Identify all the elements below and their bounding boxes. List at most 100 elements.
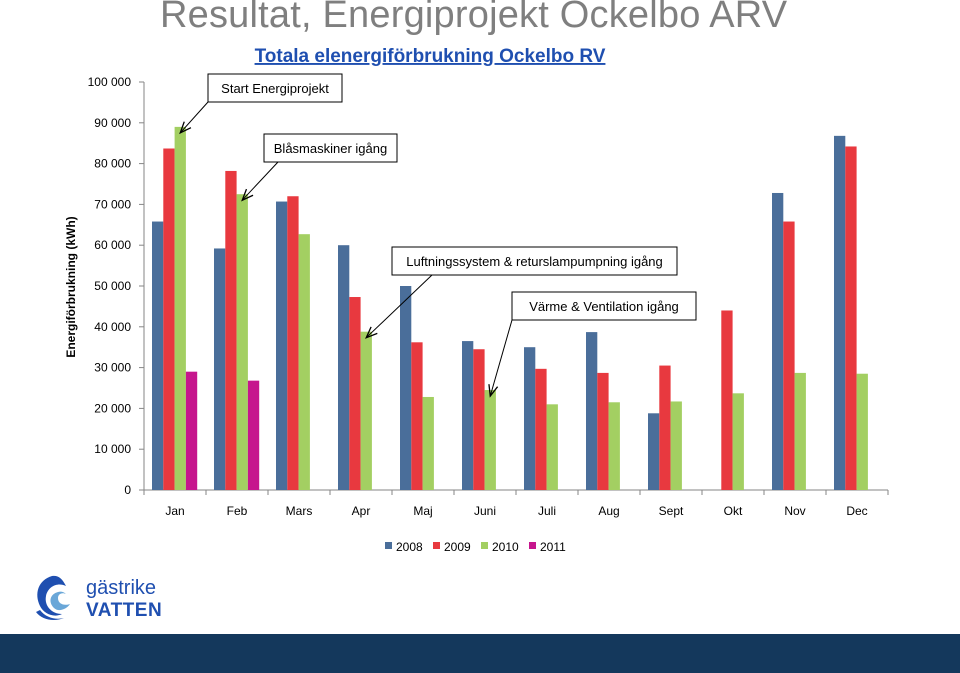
y-tick-label: 90 000 bbox=[94, 116, 131, 130]
legend-swatch-2011 bbox=[529, 542, 536, 549]
bar-2009-Feb bbox=[225, 170, 237, 490]
x-tick-label: Juli bbox=[538, 504, 556, 518]
annotation-callout: Blåsmaskiner igång bbox=[241, 133, 398, 202]
chart-axes bbox=[139, 81, 889, 495]
y-tick-label: 70 000 bbox=[94, 197, 131, 211]
legend-swatch-2010 bbox=[481, 542, 488, 549]
annotation-arrowhead bbox=[488, 384, 499, 398]
bar-2009-Dec bbox=[845, 146, 857, 491]
gastrike-vatten-logo: gästrike VATTEN bbox=[36, 575, 162, 621]
bar-2008-Nov bbox=[772, 192, 784, 490]
bar-2008-Mars bbox=[276, 201, 288, 490]
x-tick-label: Maj bbox=[413, 504, 432, 518]
bar-2010-Aug bbox=[608, 402, 620, 490]
annotation-text: Blåsmaskiner igång bbox=[274, 141, 387, 156]
bar-2010-Juli bbox=[546, 404, 558, 490]
bar-2009-Juli bbox=[535, 368, 547, 490]
chart-title: Totala elenergiförbrukning Ockelbo RV bbox=[255, 46, 606, 67]
bar-2009-Okt bbox=[721, 310, 733, 490]
bar-2008-Aug bbox=[586, 332, 598, 490]
legend-swatch-2009 bbox=[433, 542, 440, 549]
annotation-arrowhead bbox=[365, 326, 378, 339]
bar-2008-Feb bbox=[214, 248, 226, 490]
x-tick-label: Apr bbox=[352, 504, 371, 518]
x-tick-label: Mars bbox=[286, 504, 313, 518]
bar-2008-Dec bbox=[834, 135, 846, 490]
annotation-callout: Värme & Ventilation igång bbox=[488, 291, 697, 398]
bar-2009-Aug bbox=[597, 372, 609, 490]
x-tick-label: Jan bbox=[165, 504, 184, 518]
annotation-box bbox=[207, 73, 343, 103]
chart-annotations: Start Energiprojekt Blåsmaskiner igång Luf… bbox=[179, 73, 697, 398]
x-tick-label: Dec bbox=[846, 504, 867, 518]
annotation-text: Luftningssystem & returslampumpning igån… bbox=[406, 254, 663, 269]
bar-2010-Juni bbox=[484, 390, 496, 490]
legend-label-2011: 2011 bbox=[540, 540, 566, 554]
annotation-pointer-line bbox=[241, 161, 279, 201]
y-tick-label: 30 000 bbox=[94, 361, 131, 375]
y-tick-label: 40 000 bbox=[94, 320, 131, 334]
bar-2009-Apr bbox=[349, 297, 361, 490]
bar-2009-Mars bbox=[287, 196, 299, 491]
legend-label-2010: 2010 bbox=[492, 540, 519, 554]
x-tick-label: Juni bbox=[474, 504, 496, 518]
bar-chart: Totala elenergiförbrukning Ockelbo RV En… bbox=[64, 46, 889, 554]
y-axis-label: Energiförbrukning (kWh) bbox=[64, 216, 78, 357]
y-tick-label: 20 000 bbox=[94, 401, 131, 415]
bar-2009-Nov bbox=[783, 221, 795, 490]
annotation-callout: Start Energiprojekt bbox=[179, 73, 343, 135]
bar-2010-Feb bbox=[236, 194, 248, 490]
logo-line2: VATTEN bbox=[86, 600, 162, 621]
annotation-callout: Luftningssystem & returslampumpning igån… bbox=[365, 246, 678, 339]
footer-bar bbox=[0, 634, 960, 673]
legend-swatch-2008 bbox=[385, 542, 392, 549]
bar-2009-Jan bbox=[163, 148, 175, 490]
bar-2010-Apr bbox=[360, 331, 372, 490]
water-swirl-icon bbox=[36, 575, 70, 620]
x-tick-label: Nov bbox=[784, 504, 805, 518]
annotation-arrowhead bbox=[241, 188, 254, 202]
annotation-pointer-line bbox=[365, 274, 433, 339]
annotation-box bbox=[263, 133, 398, 163]
bar-2008-Sept bbox=[648, 413, 660, 490]
y-tick-label: 10 000 bbox=[94, 442, 131, 456]
bar-2010-Maj bbox=[422, 396, 434, 490]
x-axis-tick-labels: Jan Feb Mars Apr Maj Juni Juli Aug Sept Okt Nov Dec bbox=[165, 504, 867, 518]
y-tick-label: 100 000 bbox=[88, 75, 132, 89]
bar-2011-Feb bbox=[247, 380, 260, 490]
annotation-box bbox=[391, 246, 678, 276]
annotation-box bbox=[511, 291, 697, 321]
bar-2009-Sept bbox=[659, 365, 671, 490]
x-tick-label: Feb bbox=[227, 504, 248, 518]
bar-2009-Maj bbox=[411, 342, 423, 490]
x-tick-label: Sept bbox=[659, 504, 684, 518]
slide-title: Resultat, Energiprojekt Ockelbo ARV bbox=[160, 0, 788, 36]
bar-2011-Jan bbox=[185, 371, 198, 490]
bar-2010-Sept bbox=[670, 401, 682, 490]
legend-label-2008: 2008 bbox=[396, 540, 423, 554]
chart-legend: 2008 2009 2010 2011 bbox=[385, 540, 566, 554]
bar-2008-Maj bbox=[400, 286, 412, 490]
logo-line1: gästrike bbox=[86, 577, 156, 599]
y-tick-label: 80 000 bbox=[94, 157, 131, 171]
annotation-pointer-line bbox=[179, 101, 209, 134]
y-tick-label: 0 bbox=[124, 483, 131, 497]
x-tick-label: Okt bbox=[724, 504, 743, 518]
bar-2008-Juli bbox=[524, 347, 536, 490]
annotation-text: Start Energiprojekt bbox=[221, 81, 329, 96]
y-axis-tick-labels: 0 10 000 20 000 30 000 40 000 50 000 60 000 70 … bbox=[88, 75, 132, 497]
bar-2010-Jan bbox=[174, 126, 186, 490]
chart-bars bbox=[152, 126, 868, 491]
annotation-pointer-line bbox=[489, 319, 513, 397]
bar-2010-Mars bbox=[298, 234, 310, 490]
x-tick-label: Aug bbox=[598, 504, 619, 518]
bar-2010-Okt bbox=[732, 393, 744, 490]
bar-2008-Apr bbox=[338, 245, 350, 490]
bar-2008-Jan bbox=[152, 221, 164, 490]
bar-2009-Juni bbox=[473, 349, 485, 490]
bar-2010-Dec bbox=[856, 373, 868, 490]
annotation-arrowhead bbox=[179, 121, 192, 135]
annotation-text: Värme & Ventilation igång bbox=[529, 299, 679, 314]
legend-label-2009: 2009 bbox=[444, 540, 471, 554]
y-tick-label: 50 000 bbox=[94, 279, 131, 293]
